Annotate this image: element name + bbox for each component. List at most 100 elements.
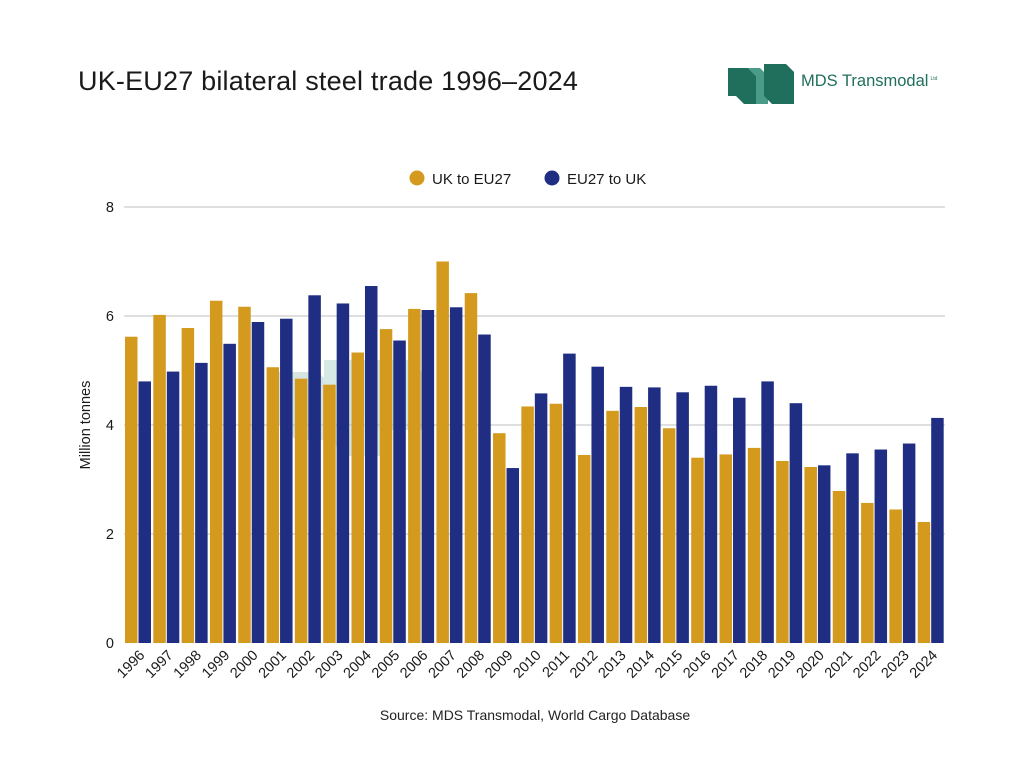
- bar-eu27-to-uk-2017: [733, 397, 746, 643]
- source-note: Source: MDS Transmodal, World Cargo Data…: [379, 707, 691, 723]
- bar-uk-to-eu27-2011: [549, 403, 563, 643]
- x-tick-label: 2022: [850, 648, 884, 682]
- y-axis: 0 2 4 6 8: [106, 200, 114, 652]
- bar-uk-to-eu27-2018: [747, 447, 761, 643]
- x-tick-label: 2003: [312, 648, 346, 682]
- bar-eu27-to-uk-2013: [619, 386, 633, 643]
- bar-eu27-to-uk-2019: [789, 403, 803, 643]
- bar-uk-to-eu27-2004: [351, 352, 364, 643]
- bar-uk-to-eu27-2016: [691, 457, 704, 643]
- bar-uk-to-eu27-2013: [606, 410, 619, 643]
- bar-eu27-to-uk-2014: [648, 387, 661, 643]
- bar-uk-to-eu27-2003: [323, 384, 336, 643]
- x-tick-label: 2024: [907, 648, 941, 682]
- legend-swatch: [544, 170, 560, 186]
- bar-eu27-to-uk-2021: [846, 453, 859, 643]
- bar-uk-to-eu27-2017: [719, 454, 733, 643]
- x-tick-label: 2013: [595, 648, 629, 682]
- legend: UK to EU27 EU27 to UK: [409, 170, 646, 188]
- bar-uk-to-eu27-2007: [436, 261, 449, 643]
- bar-uk-to-eu27-2021: [832, 490, 846, 643]
- x-tick-label: 2008: [454, 648, 488, 682]
- y-tick-label: 2: [106, 527, 114, 543]
- chart-title: UK-EU27 bilateral steel trade 1996–2024: [78, 66, 579, 96]
- bar-eu27-to-uk-2005: [393, 340, 406, 643]
- bar-uk-to-eu27-2002: [294, 378, 308, 643]
- bar-eu27-to-uk-1997: [166, 371, 180, 643]
- bar-eu27-to-uk-2002: [308, 295, 321, 643]
- bar-eu27-to-uk-1998: [195, 362, 208, 643]
- y-tick-label: 8: [106, 200, 114, 216]
- bar-uk-to-eu27-2020: [804, 466, 817, 643]
- bar-uk-to-eu27-2015: [662, 428, 676, 643]
- bar-eu27-to-uk-1996: [138, 381, 151, 643]
- bar-eu27-to-uk-2018: [761, 381, 774, 643]
- x-tick-label: 2021: [822, 648, 856, 682]
- bar-uk-to-eu27-1996: [125, 336, 138, 643]
- x-tick-label: 1999: [199, 648, 233, 682]
- x-tick-label: 2023: [879, 648, 913, 682]
- bar-eu27-to-uk-2006: [421, 310, 435, 643]
- logo-suffix: Ltd: [930, 75, 938, 82]
- bar-eu27-to-uk-2011: [563, 353, 576, 643]
- x-tick-label: 2010: [511, 648, 545, 682]
- bar-eu27-to-uk-1999: [223, 343, 236, 643]
- y-tick-label: 6: [106, 309, 114, 325]
- x-axis: 1996199719981999200020012002200320042005…: [114, 648, 941, 682]
- x-tick-label: 2020: [794, 648, 828, 682]
- logo-text: MDS Transmodal Ltd: [801, 72, 938, 90]
- bar-uk-to-eu27-1999: [209, 300, 223, 643]
- bar-uk-to-eu27-2024: [917, 522, 931, 643]
- x-tick-label: 1997: [143, 648, 177, 682]
- bar-uk-to-eu27-2014: [634, 407, 648, 643]
- y-tick-label: 4: [106, 418, 114, 434]
- logo: MDS Transmodal Ltd: [726, 62, 956, 108]
- bar-uk-to-eu27-2019: [776, 460, 789, 643]
- x-tick-label: 2011: [540, 648, 573, 681]
- x-tick-label: 2018: [737, 648, 771, 682]
- bar-uk-to-eu27-1997: [153, 314, 166, 643]
- bar-uk-to-eu27-2005: [379, 329, 393, 643]
- x-tick-label: 2015: [652, 648, 686, 682]
- x-tick-label: 1996: [114, 648, 148, 682]
- x-tick-label: 2000: [227, 648, 261, 682]
- x-tick-label: 2014: [624, 648, 658, 682]
- bar-uk-to-eu27-2010: [521, 406, 534, 643]
- bar-eu27-to-uk-2023: [902, 443, 916, 643]
- bar-eu27-to-uk-2010: [534, 393, 548, 643]
- x-tick-label: 2019: [765, 648, 799, 682]
- bar-eu27-to-uk-2003: [336, 303, 350, 643]
- bar-eu27-to-uk-2022: [874, 449, 888, 643]
- y-tick-label: 0: [106, 636, 114, 652]
- bar-eu27-to-uk-2020: [817, 465, 831, 643]
- bar-eu27-to-uk-2024: [931, 417, 944, 643]
- bar-uk-to-eu27-2023: [889, 509, 902, 643]
- bar-eu27-to-uk-2001: [280, 318, 293, 643]
- x-tick-label: 1998: [171, 648, 205, 682]
- logo-mark-icon: [728, 64, 794, 104]
- x-tick-label: 2002: [284, 648, 318, 682]
- x-tick-label: 2012: [567, 648, 601, 682]
- x-tick-label: 2001: [256, 648, 290, 682]
- bar-uk-to-eu27-2001: [266, 367, 280, 643]
- bar-uk-to-eu27-2008: [464, 293, 478, 643]
- bar-eu27-to-uk-2007: [449, 307, 463, 643]
- bar-eu27-to-uk-2009: [506, 468, 520, 643]
- bar-uk-to-eu27-1998: [181, 327, 195, 643]
- bar-uk-to-eu27-2022: [861, 502, 874, 643]
- x-tick-label: 2016: [680, 648, 714, 682]
- bar-uk-to-eu27-2006: [408, 308, 421, 643]
- x-tick-label: 2017: [709, 648, 743, 682]
- bars: [125, 261, 944, 643]
- bar-eu27-to-uk-2012: [591, 366, 604, 643]
- x-tick-label: 2009: [482, 648, 516, 682]
- x-tick-label: 2005: [369, 648, 403, 682]
- legend-swatch: [409, 170, 425, 186]
- bar-eu27-to-uk-2004: [364, 286, 378, 643]
- bar-uk-to-eu27-2012: [577, 454, 591, 643]
- x-tick-label: 2007: [426, 648, 460, 682]
- bar-uk-to-eu27-2000: [238, 306, 251, 643]
- y-axis-label: Million tonnes: [78, 381, 94, 470]
- bar-eu27-to-uk-2008: [478, 334, 491, 643]
- bar-eu27-to-uk-2000: [251, 321, 265, 643]
